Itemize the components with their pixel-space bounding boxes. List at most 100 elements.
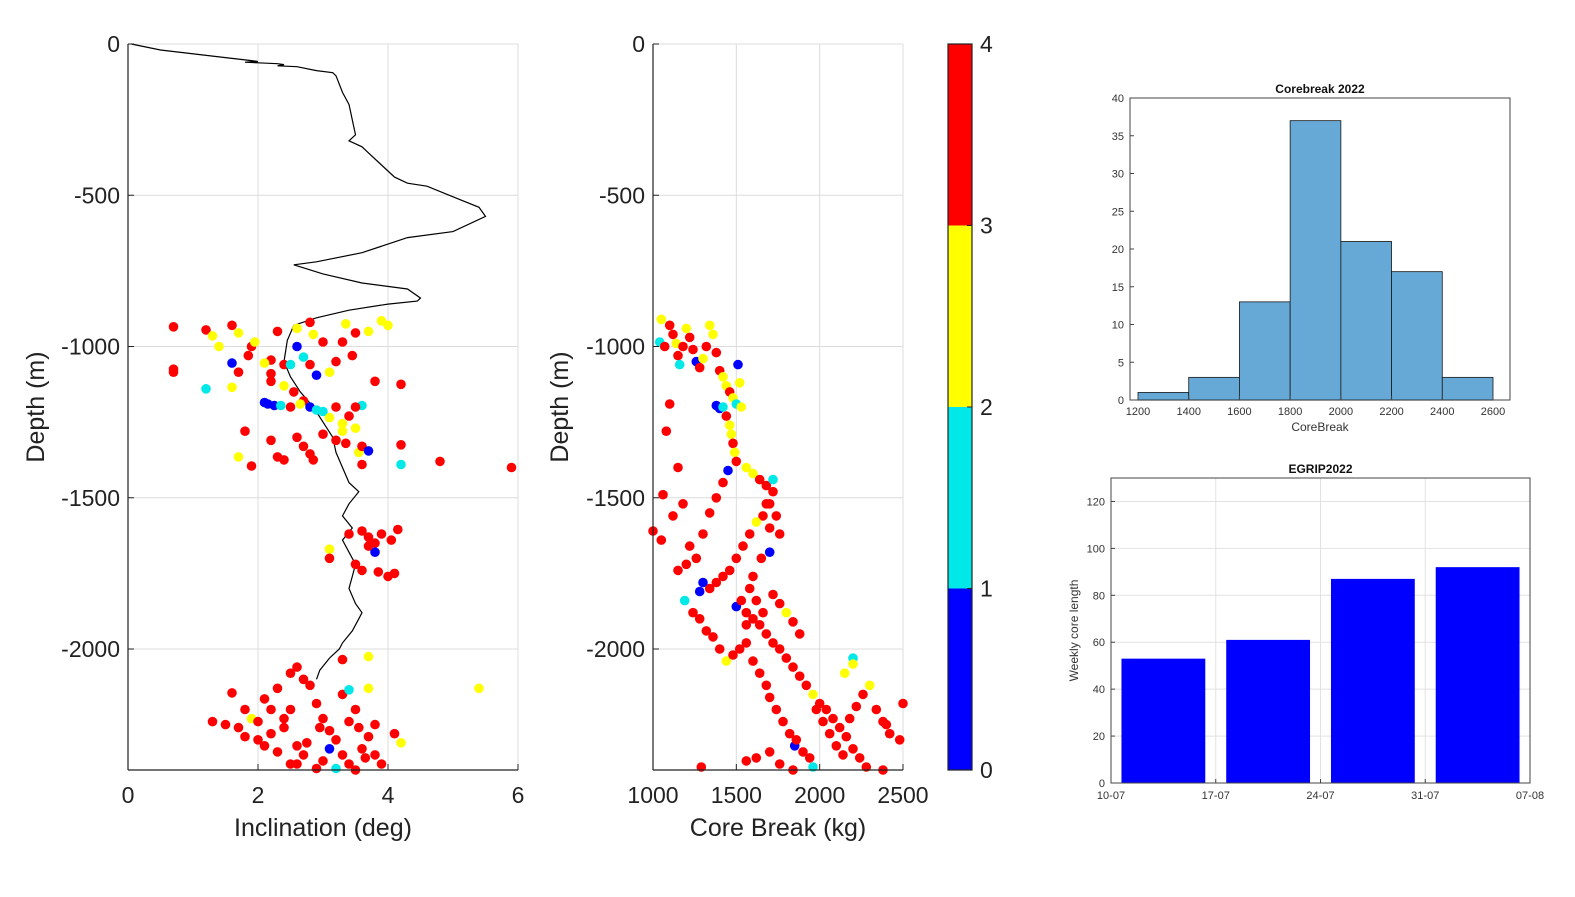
data-point [279, 713, 289, 724]
data-point [798, 747, 808, 757]
data-point [250, 337, 260, 347]
data-point [804, 753, 815, 763]
data-point [774, 598, 785, 609]
data-point [736, 402, 747, 412]
data-point [363, 532, 374, 542]
data-point [308, 329, 319, 340]
y-tick-label: -1000 [586, 334, 645, 360]
data-point [266, 368, 276, 379]
data-point [718, 402, 728, 412]
data-point [259, 358, 270, 368]
histogram-bar [1391, 271, 1443, 401]
data-point [435, 456, 445, 467]
x-tick-label: 2000 [794, 782, 845, 808]
y-tick-label: 35 [1112, 131, 1124, 143]
y-tick-label: 100 [1087, 543, 1105, 555]
data-point [734, 644, 745, 654]
data-point [227, 358, 237, 368]
data-point [227, 320, 237, 331]
y-tick-label: 0 [632, 31, 645, 57]
weekly-bar [1330, 578, 1415, 783]
data-point [272, 326, 283, 337]
data-point [233, 328, 244, 338]
data-point [363, 446, 374, 456]
data-point [344, 529, 354, 539]
x-tick-label: 1000 [627, 782, 678, 808]
y-tick-label: -500 [74, 182, 120, 208]
data-point [344, 716, 354, 727]
data-point [756, 553, 767, 564]
data-point [344, 411, 354, 421]
x-tick-label: 2400 [1430, 406, 1454, 418]
colorbar-segment [948, 225, 972, 407]
y-tick-label: -1500 [586, 485, 645, 511]
data-point [768, 589, 778, 600]
data-point [363, 731, 374, 742]
data-point [376, 759, 387, 769]
data-point [774, 529, 785, 539]
y-axis-label: Depth (m) [546, 351, 574, 462]
data-point [246, 461, 257, 471]
data-point [758, 511, 768, 521]
data-point [253, 735, 263, 745]
data-point [350, 402, 361, 412]
histogram-bar [1239, 301, 1291, 401]
data-point [761, 680, 772, 691]
data-point [474, 683, 484, 694]
data-point [292, 341, 302, 352]
data-point [350, 704, 361, 715]
colorbar-tick-label: 1 [980, 576, 993, 602]
y-tick-label: 30 [1112, 169, 1124, 181]
data-point [751, 517, 762, 527]
data-point [370, 376, 380, 387]
y-tick-label: 20 [1112, 244, 1124, 256]
histogram-bar [1289, 120, 1342, 401]
data-point [207, 716, 218, 727]
data-point [292, 432, 302, 443]
data-point [363, 683, 374, 694]
data-point [347, 350, 358, 361]
colorbar-tick-label: 0 [980, 757, 993, 783]
data-point [781, 607, 792, 618]
data-point [688, 607, 698, 618]
data-point [811, 704, 822, 715]
data-point [360, 753, 371, 763]
data-point [898, 698, 908, 709]
data-point [272, 683, 283, 694]
x-tick-label: 1500 [711, 782, 762, 808]
data-point [658, 489, 668, 500]
data-point [315, 722, 325, 733]
data-point [778, 716, 788, 727]
x-tick-label: 2000 [1329, 406, 1353, 418]
data-point [894, 735, 905, 745]
data-point [341, 319, 351, 329]
data-point [736, 595, 747, 606]
data-point [711, 347, 722, 358]
data-point [741, 620, 752, 630]
data-point [884, 728, 895, 739]
data-point [794, 629, 805, 639]
data-point [289, 387, 299, 397]
data-point [733, 359, 743, 370]
data-point [363, 326, 374, 337]
data-point [298, 750, 309, 760]
data-point [771, 704, 782, 715]
data-point [661, 426, 672, 437]
data-point [233, 452, 244, 462]
data-point [383, 320, 393, 331]
data-point [311, 698, 322, 709]
data-point [751, 595, 762, 606]
data-point [201, 325, 211, 335]
data-point [708, 329, 718, 340]
data-point [848, 659, 858, 669]
data-point [728, 438, 738, 449]
data-point [292, 759, 302, 769]
data-point [240, 426, 250, 437]
data-point [788, 617, 798, 627]
data-point [784, 728, 795, 739]
data-point [774, 759, 785, 769]
x-tick-label: 2 [252, 782, 265, 808]
y-tick-label: -1000 [61, 334, 120, 360]
data-point [305, 680, 315, 691]
data-point [834, 722, 845, 733]
